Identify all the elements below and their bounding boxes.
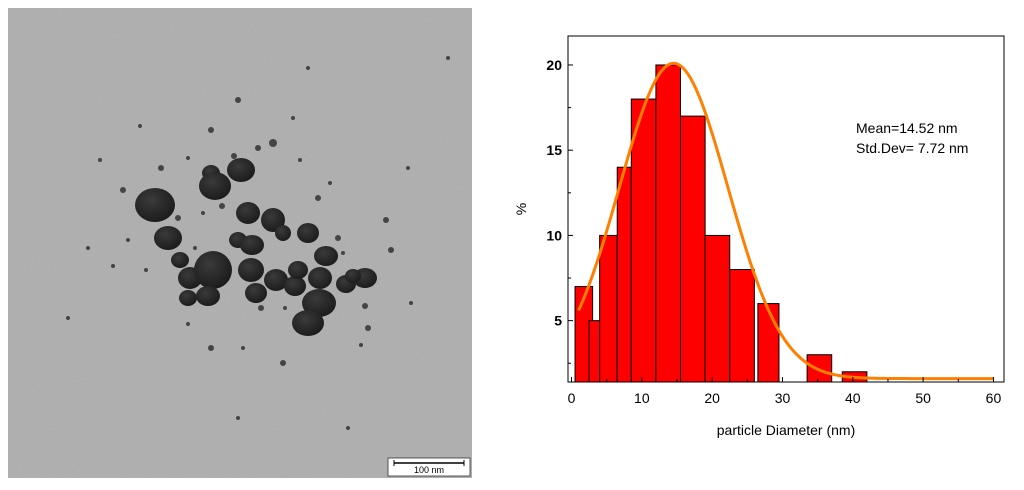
x-axis: 0 10 20 30 40 50 60 [568,377,1002,406]
x-tick-label-20: 20 [704,390,720,406]
annotation-mean: Mean=14.52 nm [856,120,958,136]
histogram-bar-8 [729,269,755,383]
plot-frame [567,35,1005,383]
y-tick-label-20: 20 [546,57,562,73]
histogram-bar-5 [655,64,682,383]
histogram-bar-6 [680,115,706,383]
histogram-bar-2 [599,234,618,383]
annotation-std-dev: Std.Dev= 7.72 nm [856,140,968,156]
y-tick-label-10: 10 [546,227,562,243]
histogram-bar-7 [704,234,731,383]
x-tick-label-50: 50 [915,390,931,406]
y-tick-label-15: 15 [546,142,562,158]
nanoparticle-cluster [66,56,450,430]
scale-bar: 100 nm [387,457,471,477]
x-tick-label-0: 0 [568,390,576,406]
tem-micrograph: 100 nm [8,8,472,478]
x-tick-label-30: 30 [775,390,791,406]
histogram-bar-4 [630,98,657,383]
x-tick-label-10: 10 [634,390,650,406]
histogram-svg: 0 10 20 30 40 50 60 5 10 15 20 particle Diameter … [513,35,1005,438]
y-axis-label: % [513,203,529,215]
x-axis-label: particle Diameter (nm) [717,422,855,438]
x-tick-label-60: 60 [986,390,1002,406]
size-distribution-chart: 0 10 20 30 40 50 60 5 10 15 20 particle Diameter … [500,0,1024,485]
y-axis: 5 10 15 20 [546,57,573,364]
tem-image: 100 nm [8,8,472,478]
y-tick-label-5: 5 [554,313,562,329]
histogram-bars [574,64,868,383]
histogram-bar-9 [757,303,780,383]
x-tick-label-40: 40 [845,390,861,406]
histogram-bar-3 [616,166,632,383]
gaussian-fit-curve [577,61,994,381]
histogram-bar-10 [806,354,833,383]
scale-bar-label: 100 nm [414,465,444,475]
